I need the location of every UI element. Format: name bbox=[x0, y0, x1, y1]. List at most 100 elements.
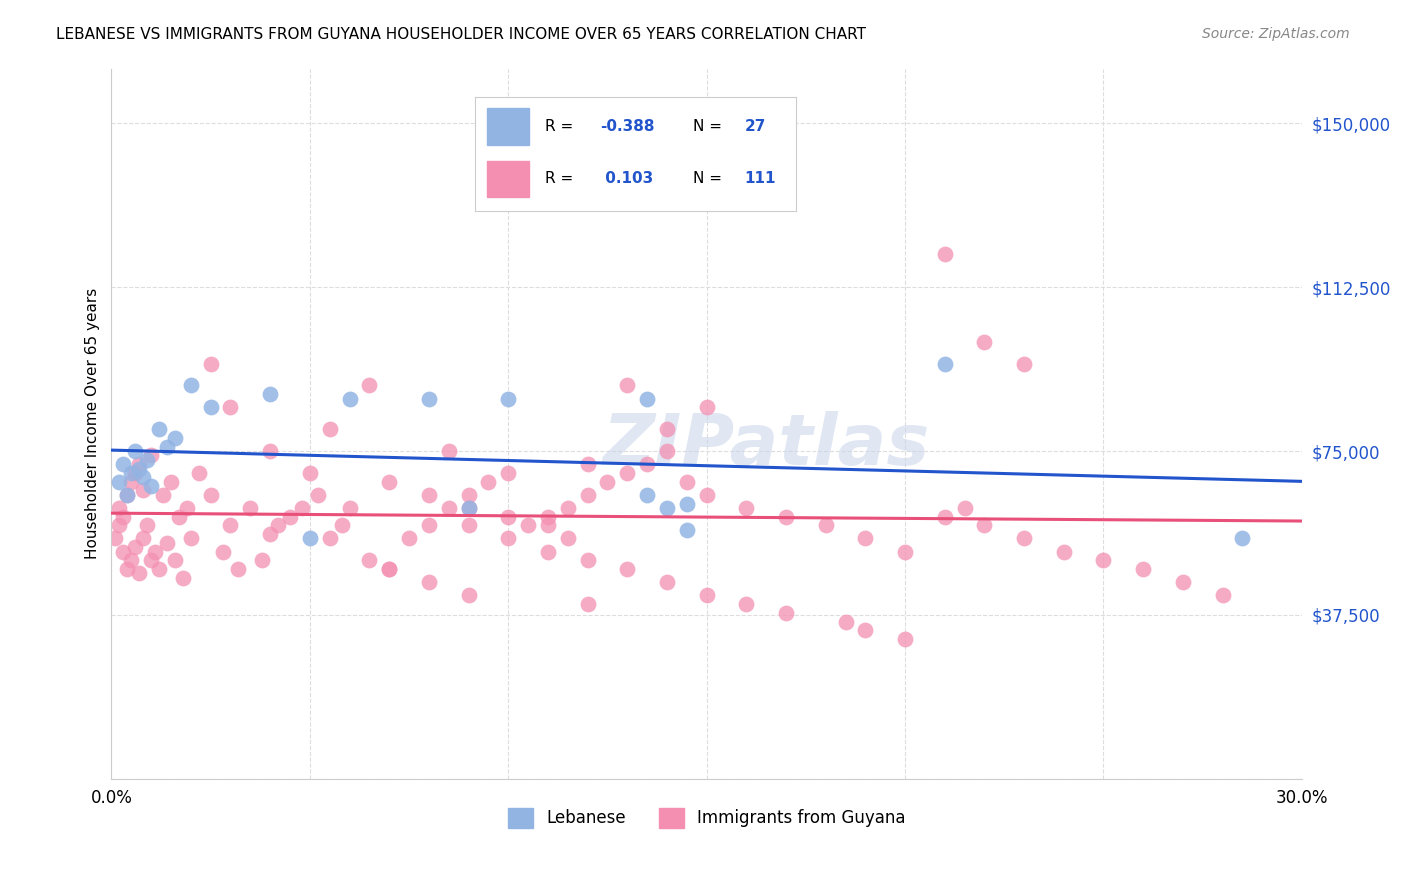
Point bbox=[655, 575, 678, 590]
Point bbox=[477, 475, 499, 489]
Point bbox=[172, 571, 194, 585]
Text: LEBANESE VS IMMIGRANTS FROM GUYANA HOUSEHOLDER INCOME OVER 65 YEARS CORRELATION : LEBANESE VS IMMIGRANTS FROM GUYANA HOUSE… bbox=[56, 27, 866, 42]
Point bbox=[259, 387, 281, 401]
Point bbox=[1212, 588, 1234, 602]
Point bbox=[775, 606, 797, 620]
Point bbox=[139, 479, 162, 493]
Point bbox=[655, 500, 678, 515]
Point bbox=[418, 392, 440, 406]
Point bbox=[124, 466, 146, 480]
Point bbox=[187, 466, 209, 480]
Point bbox=[655, 444, 678, 458]
Point bbox=[457, 500, 479, 515]
Point bbox=[636, 392, 658, 406]
Point bbox=[973, 518, 995, 533]
Point bbox=[298, 532, 321, 546]
Point bbox=[496, 466, 519, 480]
Point bbox=[496, 532, 519, 546]
Point bbox=[124, 444, 146, 458]
Point bbox=[1171, 575, 1194, 590]
Point bbox=[132, 532, 155, 546]
Point bbox=[120, 553, 142, 567]
Point bbox=[108, 518, 131, 533]
Point bbox=[318, 422, 340, 436]
Point bbox=[152, 488, 174, 502]
Point bbox=[124, 540, 146, 554]
Point bbox=[200, 488, 222, 502]
Point bbox=[398, 532, 420, 546]
Point bbox=[1053, 544, 1076, 558]
Point bbox=[108, 475, 131, 489]
Point bbox=[160, 475, 183, 489]
Point bbox=[167, 509, 190, 524]
Point bbox=[117, 488, 139, 502]
Point bbox=[128, 461, 150, 475]
Point bbox=[132, 483, 155, 498]
Point bbox=[894, 544, 917, 558]
Point bbox=[636, 488, 658, 502]
Point bbox=[219, 401, 242, 415]
Point bbox=[176, 500, 198, 515]
Point bbox=[359, 553, 381, 567]
Point bbox=[814, 518, 837, 533]
Point bbox=[616, 378, 638, 392]
Point bbox=[696, 488, 718, 502]
Point bbox=[496, 509, 519, 524]
Point bbox=[136, 518, 159, 533]
Point bbox=[457, 518, 479, 533]
Point bbox=[418, 518, 440, 533]
Point bbox=[616, 562, 638, 576]
Point bbox=[200, 401, 222, 415]
Point bbox=[108, 500, 131, 515]
Point bbox=[1012, 532, 1035, 546]
Point bbox=[537, 509, 560, 524]
Point bbox=[378, 562, 401, 576]
Point bbox=[339, 500, 361, 515]
Point bbox=[1232, 532, 1254, 546]
Point bbox=[1092, 553, 1115, 567]
Point bbox=[163, 431, 186, 445]
Point bbox=[200, 357, 222, 371]
Point bbox=[117, 562, 139, 576]
Point bbox=[675, 523, 697, 537]
Point bbox=[318, 532, 340, 546]
Point bbox=[696, 588, 718, 602]
Point bbox=[696, 401, 718, 415]
Point bbox=[934, 509, 956, 524]
Point bbox=[330, 518, 353, 533]
Point bbox=[180, 532, 202, 546]
Point bbox=[156, 440, 179, 454]
Point bbox=[576, 488, 599, 502]
Point bbox=[775, 509, 797, 524]
Point bbox=[112, 457, 135, 471]
Point bbox=[378, 562, 401, 576]
Point bbox=[298, 466, 321, 480]
Point bbox=[953, 500, 976, 515]
Point bbox=[973, 334, 995, 349]
Point bbox=[239, 500, 262, 515]
Point bbox=[437, 500, 460, 515]
Point bbox=[537, 544, 560, 558]
Point bbox=[934, 247, 956, 261]
Point bbox=[359, 378, 381, 392]
Point bbox=[219, 518, 242, 533]
Point bbox=[418, 575, 440, 590]
Point bbox=[934, 357, 956, 371]
Point bbox=[148, 422, 170, 436]
Point bbox=[735, 500, 758, 515]
Point bbox=[1012, 357, 1035, 371]
Point bbox=[211, 544, 233, 558]
Point bbox=[557, 500, 579, 515]
Point bbox=[278, 509, 301, 524]
Point bbox=[894, 632, 917, 646]
Point bbox=[853, 532, 876, 546]
Point bbox=[136, 452, 159, 467]
Point bbox=[517, 518, 540, 533]
Point bbox=[557, 532, 579, 546]
Point bbox=[457, 500, 479, 515]
Point bbox=[128, 566, 150, 581]
Point bbox=[291, 500, 314, 515]
Point bbox=[496, 392, 519, 406]
Point bbox=[128, 457, 150, 471]
Point bbox=[120, 466, 142, 480]
